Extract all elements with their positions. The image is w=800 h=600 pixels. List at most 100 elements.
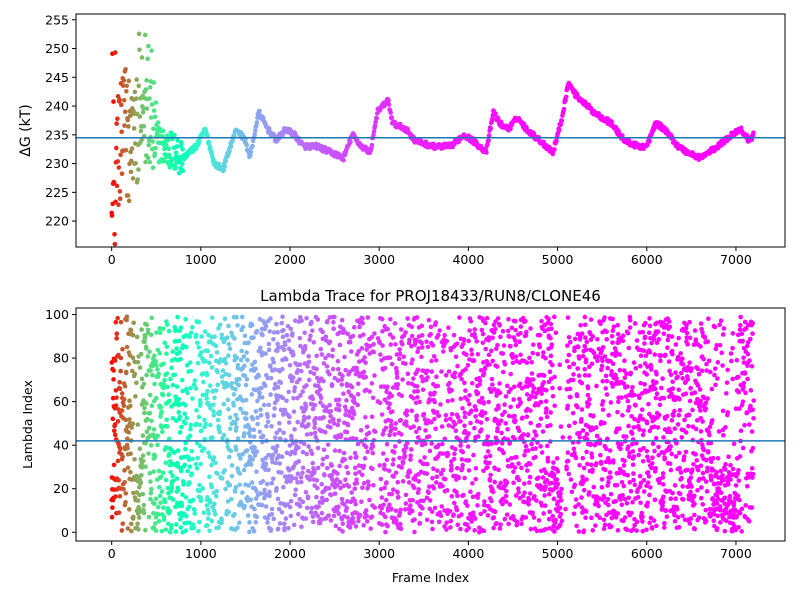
delta-g-point (166, 146, 172, 152)
lambda-point (268, 392, 273, 397)
lambda-point (292, 492, 298, 498)
lambda-point (352, 465, 358, 471)
lambda-point (271, 413, 277, 418)
lambda-point (528, 326, 533, 331)
lambda-point (149, 418, 154, 424)
lambda-point (708, 440, 714, 446)
lambda-point (229, 496, 234, 502)
lambda-point (573, 504, 578, 509)
lambda-point (465, 503, 470, 509)
lambda-point (379, 316, 385, 322)
lambda-point (153, 358, 159, 364)
lambda-point (391, 457, 396, 462)
delta-g-point (266, 126, 272, 131)
lambda-point (372, 331, 377, 336)
lambda-point (475, 390, 481, 396)
lambda-point (601, 517, 607, 523)
lambda-point (660, 471, 666, 476)
lambda-point (721, 432, 726, 438)
lambda-point (401, 354, 407, 360)
lambda-point (132, 456, 137, 462)
lambda-point (553, 330, 559, 336)
lambda-point (544, 407, 549, 412)
lambda-point (691, 461, 696, 467)
lambda-point (323, 334, 329, 340)
lambda-point (136, 484, 142, 490)
lambda-point (336, 511, 341, 517)
lambda-point (324, 364, 330, 369)
lambda-point (180, 492, 185, 497)
lambda-point (263, 455, 269, 461)
lambda-point (193, 332, 199, 338)
lambda-point (310, 460, 315, 466)
lambda-point (630, 449, 636, 454)
lambda-point (128, 469, 133, 475)
lambda-point (713, 382, 718, 388)
lambda-point (568, 477, 574, 482)
lambda-point (591, 350, 597, 356)
lambda-point (483, 320, 488, 326)
lambda-point (602, 522, 608, 528)
lambda-point (706, 358, 712, 364)
lambda-point (432, 390, 437, 395)
lambda-point (275, 496, 281, 502)
lambda-point (176, 338, 182, 344)
delta-g-point (119, 102, 124, 108)
lambda-point (504, 488, 509, 494)
lambda-point (394, 371, 400, 377)
lambda-point (397, 455, 402, 461)
lambda-point (558, 424, 564, 429)
y-tick-label: 245 (45, 70, 69, 85)
lambda-point (719, 490, 724, 496)
lambda-point (330, 347, 336, 353)
lambda-point (109, 360, 115, 365)
lambda-point (464, 352, 469, 357)
lambda-point (281, 430, 286, 435)
lambda-point (360, 316, 365, 321)
delta-g-point (250, 143, 255, 149)
lambda-point (586, 373, 592, 378)
delta-g-point (386, 98, 391, 104)
lambda-point (179, 424, 184, 430)
lambda-point (167, 508, 173, 514)
delta-g-point (153, 100, 159, 105)
lambda-point (534, 528, 540, 534)
lambda-point (383, 529, 388, 535)
lambda-point (529, 359, 534, 365)
lambda-point (389, 491, 395, 497)
lambda-point (611, 458, 616, 463)
lambda-point (165, 485, 171, 491)
lambda-point (563, 506, 568, 512)
lambda-point (730, 345, 735, 351)
lambda-point (356, 518, 361, 524)
lambda-point (259, 502, 265, 508)
lambda-point (296, 459, 302, 464)
lambda-point (202, 329, 208, 334)
lambda-point (229, 463, 235, 468)
lambda-point (348, 349, 354, 354)
lambda-point (485, 449, 491, 454)
lambda-point (339, 496, 345, 502)
lambda-point (161, 517, 167, 522)
lambda-point (645, 480, 651, 485)
lambda-point (279, 454, 285, 460)
lambda-point (421, 411, 427, 417)
lambda-point (345, 331, 351, 337)
lambda-point (632, 321, 638, 326)
lambda-point (703, 518, 709, 524)
lambda-point (546, 316, 551, 322)
lambda-point (290, 331, 295, 336)
delta-g-point (651, 126, 657, 132)
lambda-point (717, 504, 723, 509)
lambda-point (704, 468, 710, 474)
lambda-point (159, 425, 165, 430)
lambda-point (610, 328, 616, 334)
lambda-point (631, 392, 637, 398)
lambda-point (455, 522, 461, 528)
lambda-point (480, 340, 486, 346)
lambda-point (639, 510, 645, 516)
lambda-point (366, 430, 372, 436)
lambda-point (361, 522, 366, 528)
lambda-point (534, 498, 539, 503)
lambda-point (487, 478, 493, 483)
